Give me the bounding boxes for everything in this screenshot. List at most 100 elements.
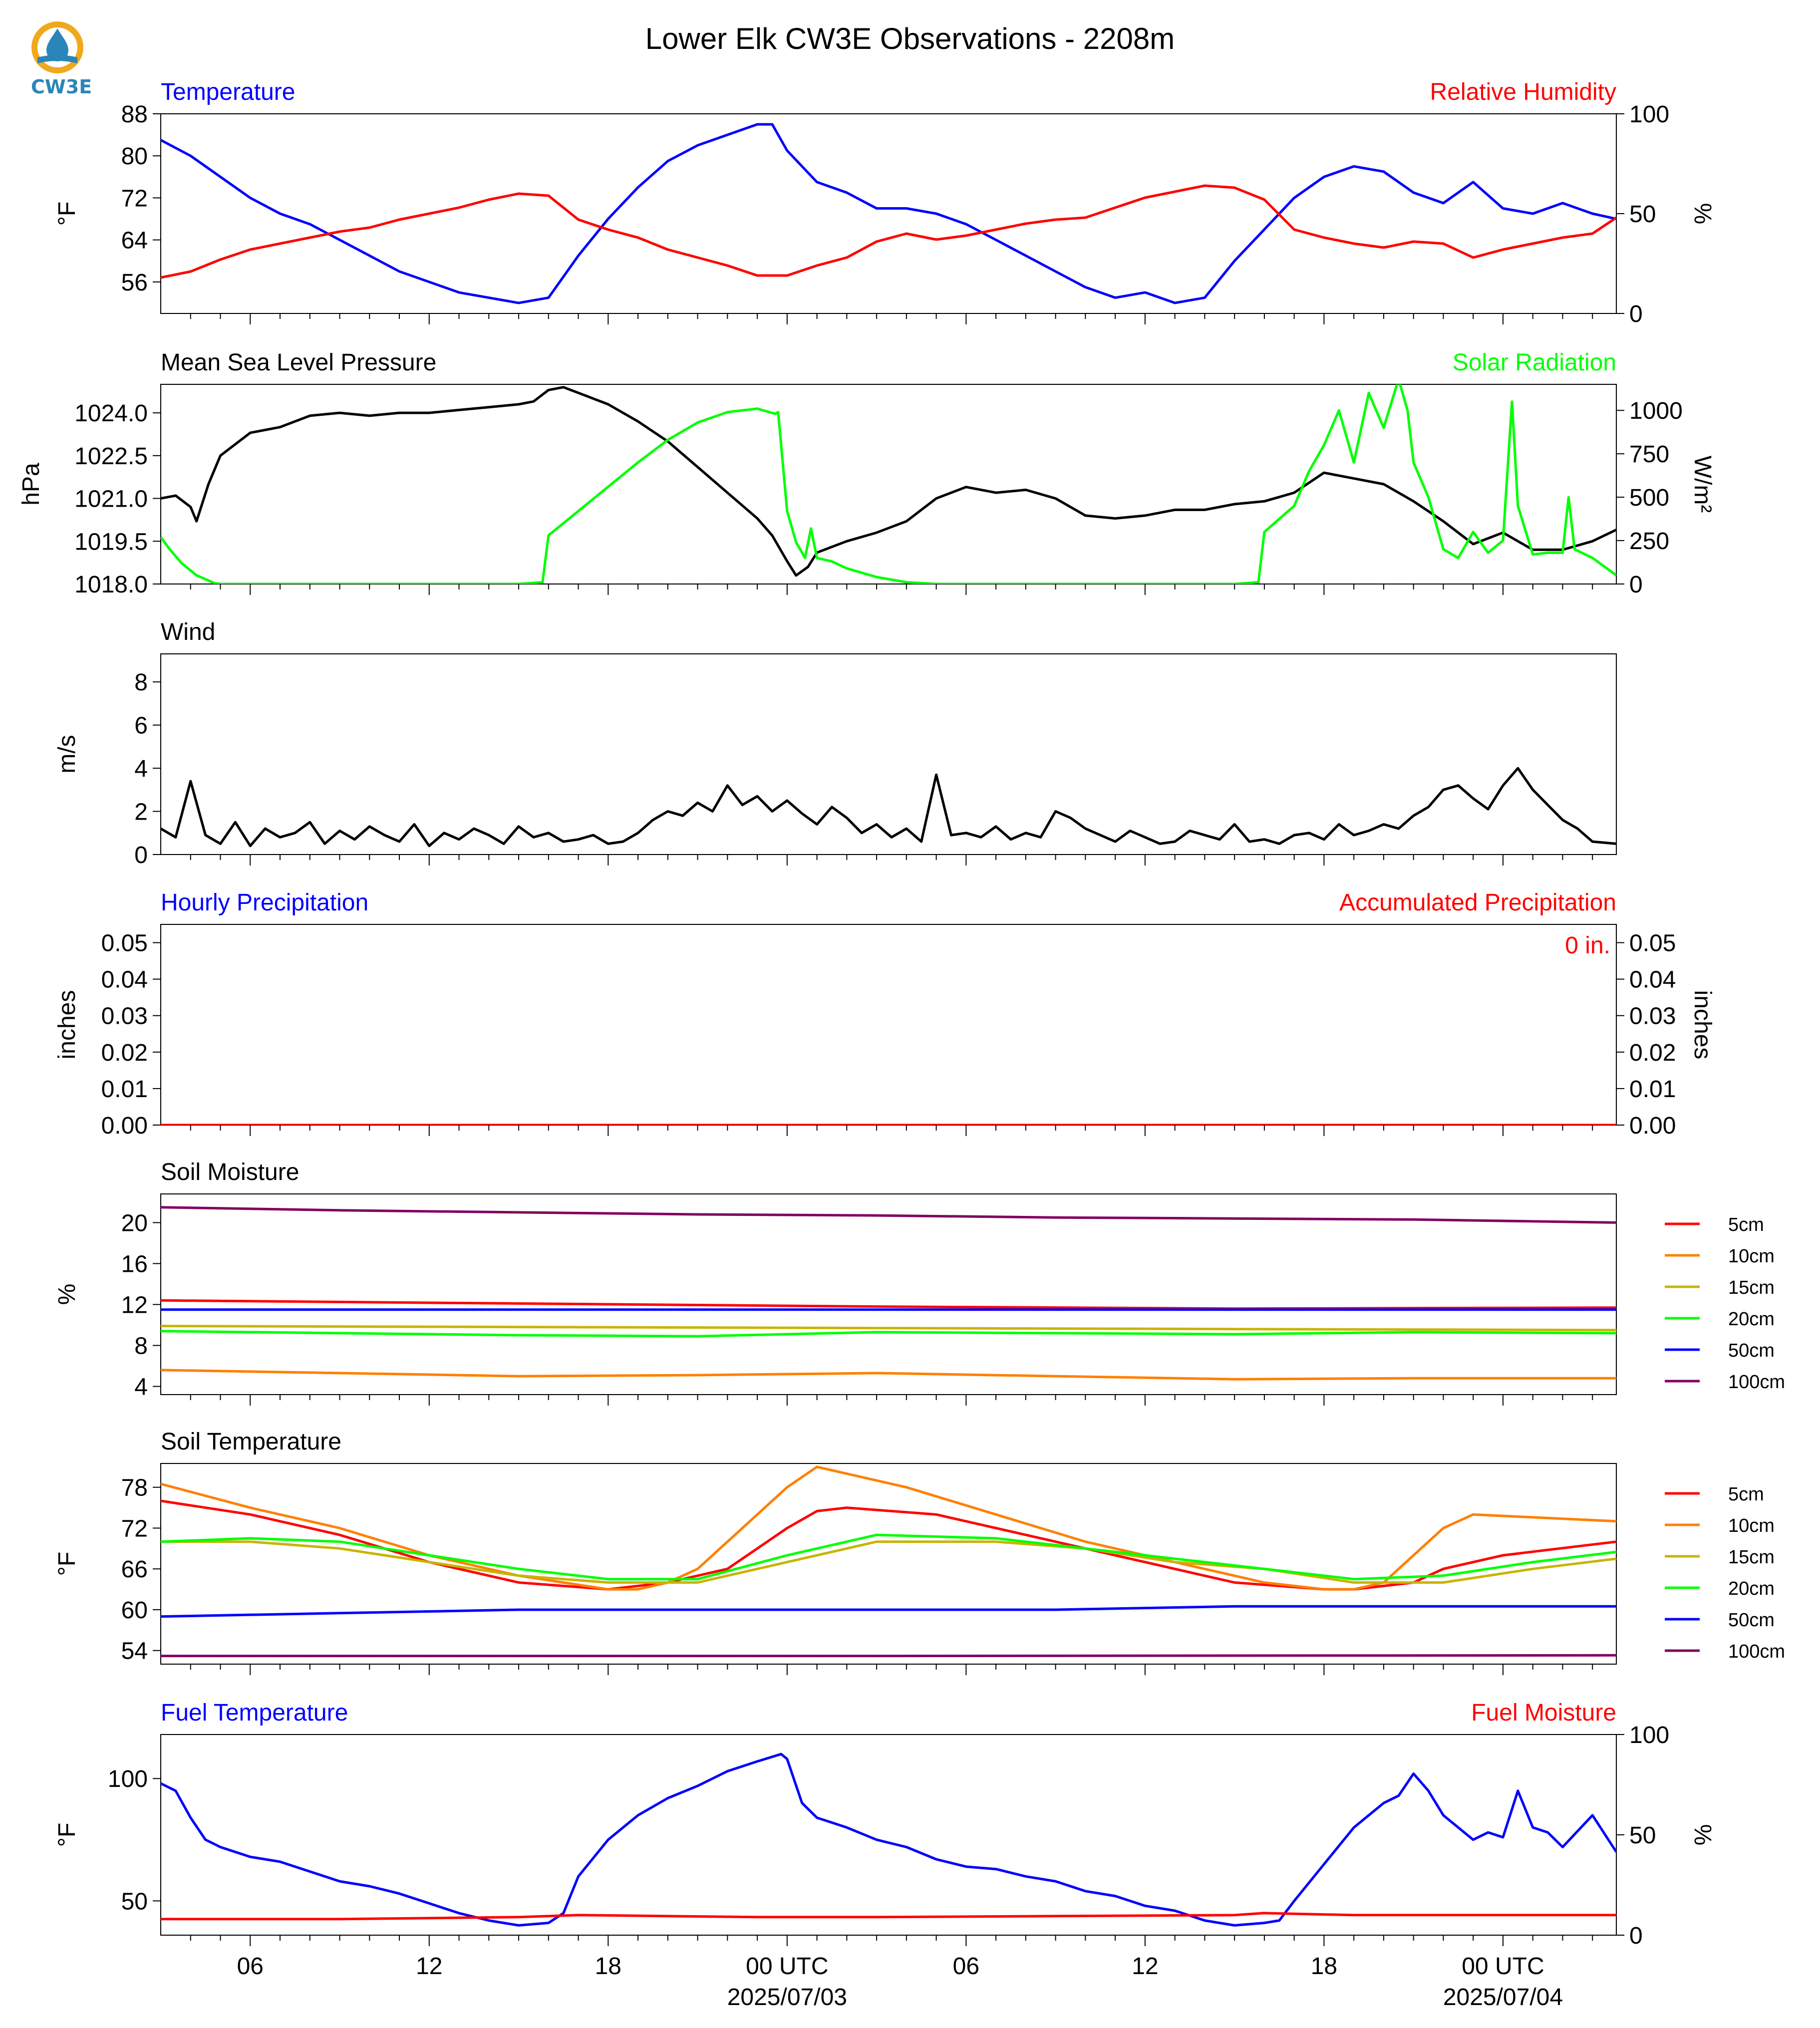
y-tick-label: 0.02 xyxy=(101,1040,148,1066)
fuel-right-title: Fuel Moisture xyxy=(1471,1700,1616,1726)
y2-tick-label: 0.02 xyxy=(1629,1040,1676,1066)
soil_moisture-series-15cm xyxy=(161,1325,1616,1332)
x-tick-label: 12 xyxy=(416,1953,442,1980)
pressure_solar-series-solar-radiation xyxy=(161,384,1616,584)
pressure_solar-y2label: W/m² xyxy=(1689,456,1716,513)
x-date-label: 2025/07/03 xyxy=(727,1984,847,2011)
y-tick-label: 64 xyxy=(121,228,148,254)
soil_temp-series-10cm xyxy=(161,1465,1616,1591)
precip-left-title: Hourly Precipitation xyxy=(161,889,368,916)
chart-title: Lower Elk CW3E Observations - 2208m xyxy=(645,22,1175,55)
soil_moisture-series-5cm xyxy=(161,1299,1616,1310)
x-tick-label: 18 xyxy=(595,1953,621,1980)
soil_temp-series-100cm xyxy=(161,1654,1616,1658)
y-tick-label: 1024.0 xyxy=(74,400,148,427)
y-tick-label: 1019.5 xyxy=(74,529,148,555)
temp_rh-left-title: Temperature xyxy=(161,79,295,105)
y-tick-label: 72 xyxy=(121,185,148,212)
y2-tick-label: 0 xyxy=(1629,1923,1643,1949)
y2-tick-label: 500 xyxy=(1629,485,1669,511)
x-tick-label: 00 UTC xyxy=(1462,1953,1544,1980)
temp_rh-right-title: Relative Humidity xyxy=(1430,79,1616,105)
y-tick-label: 60 xyxy=(121,1597,148,1624)
y-tick-label: 50 xyxy=(121,1888,148,1915)
y2-tick-label: 1000 xyxy=(1629,398,1683,424)
fuel-left-title: Fuel Temperature xyxy=(161,1700,348,1726)
y-tick-label: 0.00 xyxy=(101,1113,148,1139)
precip-right-title: Accumulated Precipitation xyxy=(1339,889,1616,916)
wind-ylabel: m/s xyxy=(54,735,80,773)
y2-tick-label: 250 xyxy=(1629,528,1669,555)
temp_rh-ylabel: °F xyxy=(54,202,80,226)
temp_rh-y2label: % xyxy=(1689,203,1716,225)
y-tick-label: 1022.5 xyxy=(74,443,148,470)
legend-label: 5cm xyxy=(1728,1214,1764,1235)
soil_temp-frame xyxy=(160,1463,1617,1665)
legend-label: 50cm xyxy=(1728,1340,1775,1361)
pressure_solar-series-mean-sea-level-pressure xyxy=(161,386,1616,577)
y-tick-label: 56 xyxy=(121,270,148,296)
wind-frame xyxy=(160,653,1617,855)
y-tick-label: 0.01 xyxy=(101,1076,148,1103)
legend-label: 100cm xyxy=(1728,1641,1785,1662)
x-tick-label: 00 UTC xyxy=(746,1953,828,1980)
y-tick-label: 66 xyxy=(121,1556,148,1583)
cw3e-logo-icon xyxy=(31,21,83,73)
y-tick-label: 4 xyxy=(134,756,148,782)
soil_moisture-left-title: Soil Moisture xyxy=(161,1159,299,1185)
y2-tick-label: 0.01 xyxy=(1629,1076,1676,1103)
legend-label: 15cm xyxy=(1728,1277,1775,1298)
x-tick-label: 06 xyxy=(237,1953,264,1980)
y2-tick-label: 0 xyxy=(1629,572,1643,598)
soil_moisture-series-10cm xyxy=(161,1369,1616,1381)
y2-tick-label: 50 xyxy=(1629,1822,1656,1849)
pressure_solar-ylabel: hPa xyxy=(18,463,44,506)
y-tick-label: 100 xyxy=(108,1766,148,1792)
fuel-y2label: % xyxy=(1689,1824,1716,1846)
y-tick-label: 1018.0 xyxy=(74,572,148,598)
cw3e-logo-text: CW3E xyxy=(31,76,92,98)
y2-tick-label: 0.03 xyxy=(1629,1003,1676,1030)
soil_temp-ylabel: °F xyxy=(54,1552,80,1576)
y-tick-label: 72 xyxy=(121,1515,148,1542)
precip-frame xyxy=(160,924,1617,1126)
fuel-ylabel: °F xyxy=(54,1823,80,1847)
y-tick-label: 8 xyxy=(134,1333,148,1360)
pressure_solar-right-title: Solar Radiation xyxy=(1453,349,1616,376)
x-tick-label: 06 xyxy=(953,1953,979,1980)
y-tick-label: 8 xyxy=(134,669,148,696)
y-tick-label: 0.05 xyxy=(101,930,148,957)
y-tick-label: 80 xyxy=(121,143,148,170)
y-tick-label: 88 xyxy=(121,101,148,128)
y2-tick-label: 100 xyxy=(1629,1722,1669,1748)
soil_temp-series-20cm xyxy=(161,1533,1616,1581)
legend-label: 10cm xyxy=(1728,1246,1775,1267)
y2-tick-label: 50 xyxy=(1629,201,1656,228)
y-tick-label: 0 xyxy=(134,842,148,869)
y2-tick-label: 0.00 xyxy=(1629,1113,1676,1139)
y-tick-label: 78 xyxy=(121,1475,148,1501)
soil_moisture-frame xyxy=(160,1193,1617,1395)
soil_temp-series-50cm xyxy=(161,1605,1616,1618)
wind-series-wind xyxy=(161,767,1616,848)
y-tick-label: 20 xyxy=(121,1210,148,1236)
soil_moisture-ylabel: % xyxy=(54,1284,80,1305)
legend-label: 15cm xyxy=(1728,1547,1775,1568)
precip-y2label: inches xyxy=(1689,990,1716,1060)
soil_moisture-series-100cm xyxy=(161,1206,1616,1224)
wind-left-title: Wind xyxy=(161,619,215,645)
temp_rh-series-relative-humidity xyxy=(161,184,1616,279)
fuel-frame xyxy=(160,1734,1617,1936)
temp_rh-series-temperature xyxy=(161,123,1616,304)
y2-tick-label: 100 xyxy=(1629,101,1669,128)
x-tick-label: 12 xyxy=(1132,1953,1158,1980)
precip-ylabel: inches xyxy=(54,990,80,1060)
y-tick-label: 16 xyxy=(121,1251,148,1277)
y-tick-label: 4 xyxy=(134,1374,148,1401)
legend-label: 20cm xyxy=(1728,1578,1775,1599)
y2-tick-label: 0.05 xyxy=(1629,930,1676,957)
legend-label: 100cm xyxy=(1728,1372,1785,1393)
precip-annotation: 0 in. xyxy=(1565,932,1610,959)
pressure_solar-left-title: Mean Sea Level Pressure xyxy=(161,349,436,376)
